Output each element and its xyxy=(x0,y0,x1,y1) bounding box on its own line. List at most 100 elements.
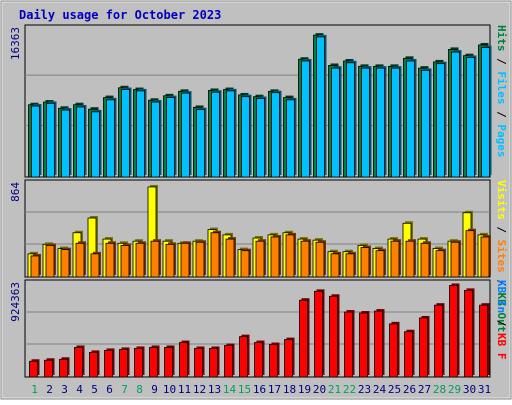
chart-title: Daily usage for October 2023 xyxy=(19,8,221,22)
x-tick-label-12: 12 xyxy=(193,383,206,396)
chart-panels: 16363 Hits / Files / Pages 864 Visits / Sit… xyxy=(9,24,508,378)
bar-sites-13 xyxy=(210,232,220,278)
bar-files-4 xyxy=(76,106,85,178)
bar-sites-22 xyxy=(345,253,355,278)
bar-sites-19 xyxy=(300,240,310,278)
bar-kbytes-12 xyxy=(194,348,203,378)
bar-kbytes-6 xyxy=(104,350,113,378)
bar-sites-8 xyxy=(135,242,145,278)
bar-files-23 xyxy=(361,67,370,178)
bar-sites-26 xyxy=(405,240,415,278)
bar-sites-20 xyxy=(315,241,325,278)
bar-files-11 xyxy=(181,92,190,178)
x-tick-label-7: 7 xyxy=(121,383,128,396)
bar-kbytes-16 xyxy=(254,342,263,378)
bar-sites-18 xyxy=(285,234,295,278)
bar-sites-5 xyxy=(90,253,100,278)
bar-files-29 xyxy=(451,51,460,178)
x-tick-label-10: 10 xyxy=(163,383,176,396)
right-legend-kb-f: KB F xyxy=(495,333,508,360)
x-tick-label-8: 8 xyxy=(136,383,143,396)
bar-kbytes-10 xyxy=(164,347,173,378)
bar-sites-29 xyxy=(450,241,460,278)
bar-files-7 xyxy=(121,89,130,178)
right-legend-separator: / xyxy=(495,52,508,72)
right-legend-files: Files xyxy=(495,71,508,104)
bar-sites-21 xyxy=(330,253,340,278)
bar-sites-25 xyxy=(390,240,400,278)
x-axis-labels: 1 2 3 4 5 6 7 8 9 10 11 12 13 14 15 16 17 18 19 20 21 22 23 24 2… xyxy=(31,383,491,396)
panel-visits: 864 Visits / Sites / KB Out xyxy=(9,179,508,332)
bar-kbytes-7 xyxy=(119,349,128,378)
right-legend-separator: / xyxy=(495,313,508,333)
right-legend-hits: Hits xyxy=(495,25,508,52)
bar-kbytes-17 xyxy=(269,344,278,378)
right-legend-visits: Visits / Sites / KB Out xyxy=(495,180,508,332)
x-tick-label-19: 19 xyxy=(298,383,311,396)
bar-sites-27 xyxy=(420,242,430,278)
bar-kbytes-27 xyxy=(419,317,428,378)
panel-hits: 16363 Hits / Files / Pages xyxy=(9,24,508,178)
bar-files-21 xyxy=(331,67,340,178)
x-tick-label-26: 26 xyxy=(403,383,416,396)
x-tick-label-11: 11 xyxy=(178,383,191,396)
bar-sites-15 xyxy=(240,250,250,278)
bar-files-10 xyxy=(166,97,175,178)
bar-kbytes-13 xyxy=(209,348,218,378)
bar-files-8 xyxy=(136,90,145,178)
right-legend-pages: Pages xyxy=(495,124,508,157)
x-tick-label-29: 29 xyxy=(448,383,461,396)
bar-files-26 xyxy=(406,60,415,178)
x-tick-label-2: 2 xyxy=(46,383,53,396)
x-tick-label-13: 13 xyxy=(208,383,221,396)
bar-files-13 xyxy=(211,91,220,178)
bar-kbytes-21 xyxy=(329,295,338,378)
bar-kbytes-18 xyxy=(284,339,293,378)
bar-files-2 xyxy=(46,102,55,178)
bar-sites-1 xyxy=(30,255,40,278)
x-tick-label-9: 9 xyxy=(151,383,158,396)
bar-sites-7 xyxy=(120,245,130,278)
x-tick-label-4: 4 xyxy=(76,383,83,396)
bar-sites-10 xyxy=(165,243,175,278)
right-legend-kbytes: KB In / KB F xyxy=(495,280,508,360)
x-tick-label-17: 17 xyxy=(268,383,281,396)
bar-sites-14 xyxy=(225,238,235,278)
right-legend-separator: / xyxy=(495,105,508,125)
bar-files-19 xyxy=(301,60,310,178)
bar-files-20 xyxy=(316,36,325,178)
x-tick-label-27: 27 xyxy=(418,383,431,396)
x-tick-label-20: 20 xyxy=(313,383,326,396)
x-tick-label-6: 6 xyxy=(106,383,113,396)
bar-sites-4 xyxy=(75,242,85,278)
y-tick-kbytes: 924363 xyxy=(9,282,22,322)
bar-sites-23 xyxy=(360,247,370,278)
bar-kbytes-5 xyxy=(89,351,98,378)
bar-kbytes-11 xyxy=(179,342,188,378)
bar-sites-16 xyxy=(255,240,265,278)
bar-sites-9 xyxy=(150,240,160,278)
bar-kbytes-2 xyxy=(44,359,53,378)
bar-sites-11 xyxy=(180,242,190,278)
bar-files-27 xyxy=(421,69,430,178)
x-tick-label-1: 1 xyxy=(31,383,38,396)
bar-kbytes-3 xyxy=(59,358,68,378)
bar-kbytes-22 xyxy=(344,311,353,378)
bar-files-28 xyxy=(436,63,445,178)
bar-kbytes-19 xyxy=(299,299,308,378)
bar-files-31 xyxy=(481,47,490,178)
right-legend-kb-in: KB In xyxy=(495,280,508,313)
x-tick-label-30: 30 xyxy=(463,383,476,396)
bar-files-16 xyxy=(256,98,265,178)
x-tick-label-23: 23 xyxy=(358,383,371,396)
x-tick-label-28: 28 xyxy=(433,383,446,396)
bar-kbytes-28 xyxy=(434,304,443,378)
right-legend-sites: Sites xyxy=(495,240,508,273)
bar-files-17 xyxy=(271,92,280,178)
bar-files-24 xyxy=(376,67,385,178)
x-tick-label-22: 22 xyxy=(343,383,356,396)
bar-files-22 xyxy=(346,62,355,178)
right-legend-hits: Hits / Files / Pages xyxy=(495,25,508,158)
bar-kbytes-8 xyxy=(134,348,143,378)
